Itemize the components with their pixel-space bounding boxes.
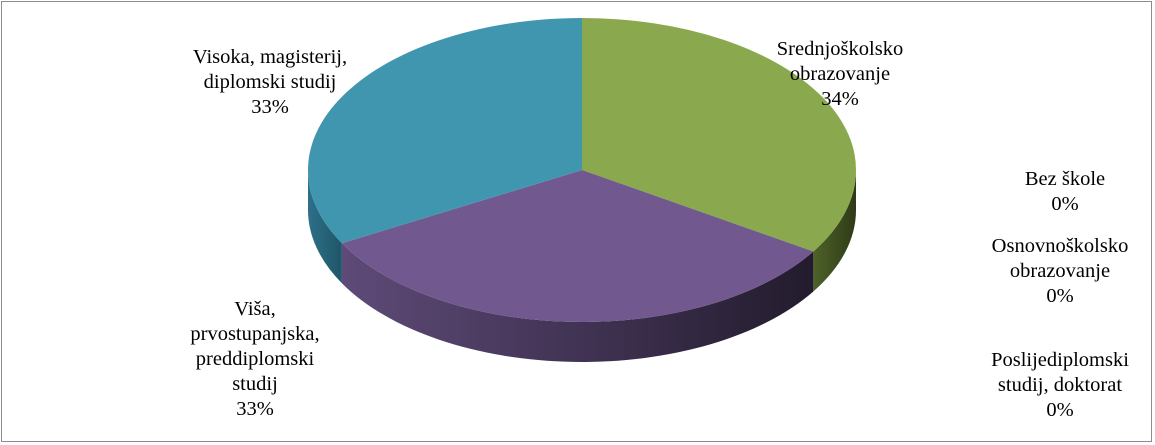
data-label-percent: 0% xyxy=(1051,193,1079,215)
data-label-line: studij xyxy=(232,373,278,395)
data-label-line: Visoka, magisterij, xyxy=(192,46,348,68)
data-label-percent: 0% xyxy=(1046,285,1074,307)
pie-slice-side-4 xyxy=(308,170,342,284)
data-label-line: preddiplomski xyxy=(195,348,315,370)
data-label-line: obrazovanje xyxy=(1009,260,1111,282)
data-label-osnovnoskolsko: Osnovnoškolsko obrazovanje 0% xyxy=(960,234,1155,309)
data-label-bez-skole: Bez škole 0% xyxy=(990,167,1140,217)
data-label-line: Poslijediplomski xyxy=(991,349,1129,371)
data-label-poslijediplomski: Poslijediplomski studij, doktorat 0% xyxy=(960,348,1155,423)
data-label-line: studij, doktorat xyxy=(997,374,1123,396)
data-label-srednjoskolsko: Srednjoškolsko obrazovanje 34% xyxy=(740,37,940,112)
data-label-line: prvostupanjska, xyxy=(190,323,320,345)
data-label-line: obrazovanje xyxy=(789,63,891,85)
data-label-visoka: Visoka, magisterij, diplomski studij 33% xyxy=(150,45,390,120)
data-label-percent: 33% xyxy=(236,398,274,420)
data-label-line: Osnovnoškolsko xyxy=(991,235,1129,257)
pie-slice-side-2 xyxy=(813,170,856,292)
pie-slice-2 xyxy=(582,18,856,252)
data-label-percent: 33% xyxy=(251,96,289,118)
pie-slice-3 xyxy=(341,170,814,323)
data-label-line: Bez škole xyxy=(1024,168,1106,190)
data-label-visa: Viša, prvostupanjska, preddiplomski stud… xyxy=(145,297,365,422)
data-label-line: Srednjoškolsko xyxy=(776,38,904,60)
data-label-line: Viša, xyxy=(234,298,276,320)
data-label-percent: 34% xyxy=(821,88,859,110)
pie-slice-4 xyxy=(308,18,582,244)
data-label-line: diplomski studij xyxy=(203,71,337,93)
pie-slice-side-3 xyxy=(341,243,814,363)
data-label-percent: 0% xyxy=(1046,399,1074,421)
